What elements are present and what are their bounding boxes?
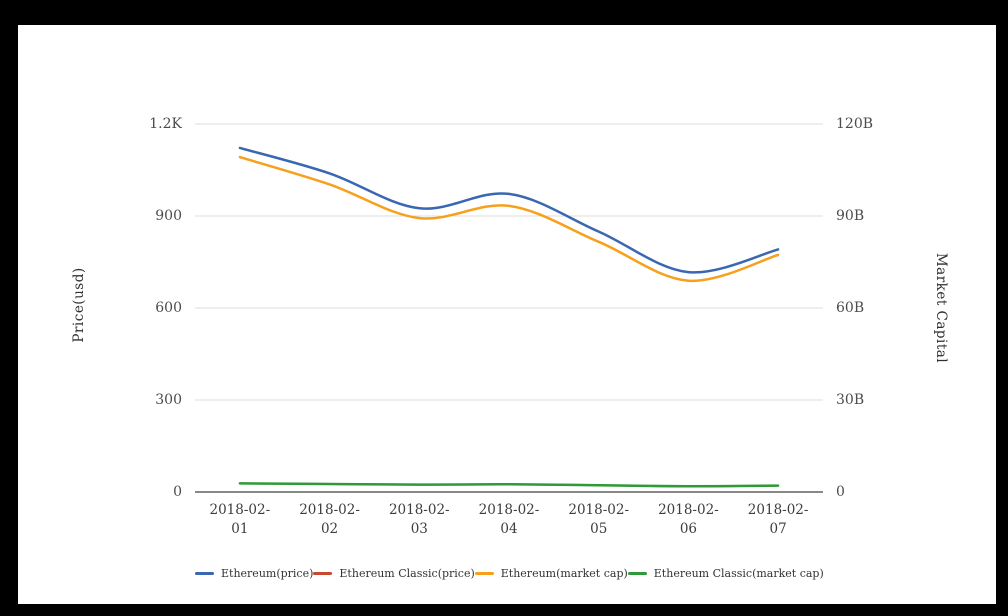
right-axis-tick-label: 90B — [836, 208, 865, 224]
legend-item-ethereum-classic-price[interactable]: Ethereum Classic(price) — [313, 566, 475, 580]
legend-item-ethereum-price[interactable]: Ethereum(price) — [195, 567, 313, 580]
ethereum-market-cap-line — [238, 155, 780, 282]
right-axis-tick-label: 0 — [836, 484, 845, 500]
ethereum-classic-market-cap-line — [238, 482, 780, 488]
legend-label: Ethereum Classic(market cap) — [653, 566, 824, 580]
legend-item-ethereum-classic-market-cap[interactable]: Ethereum Classic(market cap) — [627, 566, 824, 580]
x-axis-tick-label: 2018-02- 04 — [478, 502, 540, 537]
legend-line-marker — [627, 571, 647, 575]
left-axis-tick-label: 300 — [155, 392, 182, 408]
frame-border-bottom — [0, 604, 1008, 616]
chart-legend: Ethereum(price) Ethereum Classic(price) Et… — [195, 563, 824, 583]
legend-label: Ethereum(market cap) — [500, 566, 628, 580]
right-axis-tick-label: 30B — [836, 392, 865, 408]
left-axis-tick-label: 1.2K — [149, 116, 182, 132]
ethereum-price-line — [238, 146, 780, 274]
left-axis-tick-label: 900 — [155, 208, 182, 224]
legend-item-ethereum-market-cap[interactable]: Ethereum(market cap) — [474, 566, 628, 580]
x-axis-tick-label: 2018-02- 01 — [209, 502, 271, 537]
right-axis-title: Market Capital — [933, 252, 949, 364]
x-axis-tick-label: 2018-02- 06 — [658, 502, 719, 537]
x-axis-tick-label: 2018-02- 05 — [568, 502, 630, 537]
x-axis-tick-label: 2018-02- 02 — [299, 502, 360, 537]
left-axis-title: Price(usd) — [71, 267, 87, 343]
x-axis-tick-label: 2018-02- 07 — [747, 502, 809, 537]
legend-line-marker — [313, 571, 333, 575]
left-axis-tick-label: 600 — [155, 300, 182, 316]
left-axis-tick-label: 0 — [173, 484, 182, 500]
frame-border-right — [996, 0, 1008, 616]
x-axis-tick-label: 2018-02- 03 — [388, 502, 450, 537]
legend-label: Ethereum(price) — [221, 566, 314, 580]
legend-line-marker — [474, 571, 494, 575]
right-axis-tick-label: 60B — [836, 300, 865, 316]
frame-border-left — [0, 0, 18, 616]
frame-border-top — [0, 0, 1008, 25]
legend-line-marker — [195, 571, 214, 575]
right-axis-tick-label: 120B — [836, 116, 874, 132]
legend-label: Ethereum Classic(price) — [339, 566, 475, 580]
